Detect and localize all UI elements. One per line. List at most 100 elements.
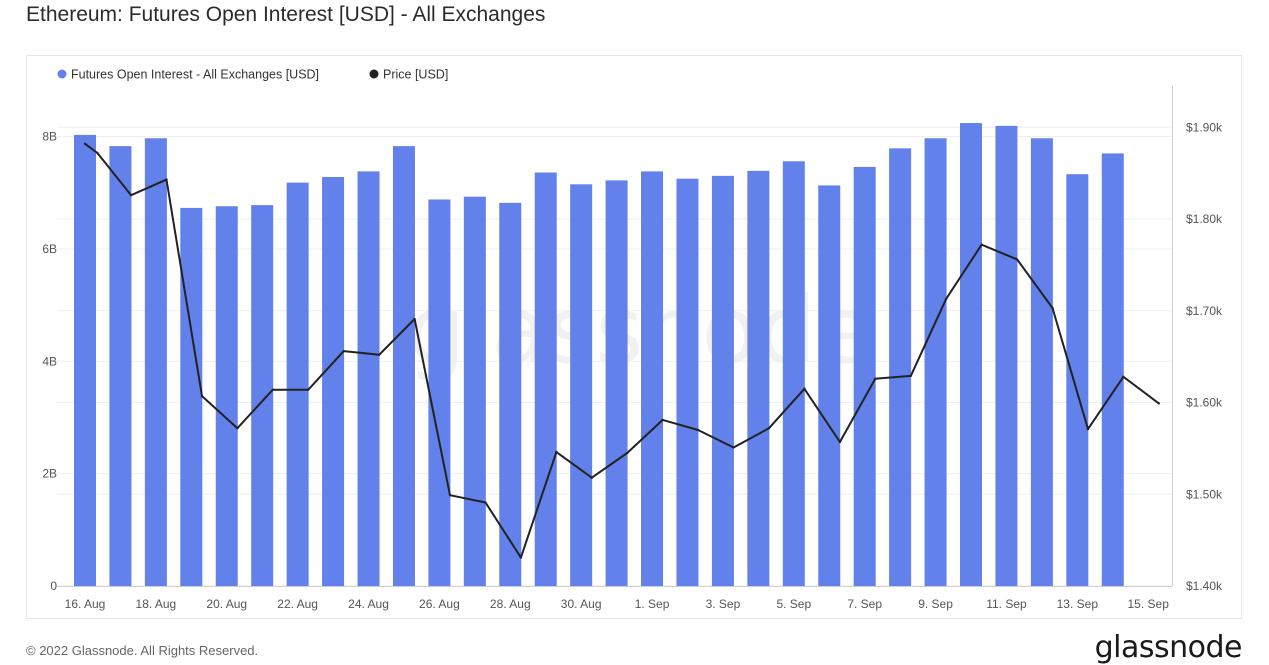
axes: 0 2B 4B 6B 8B $1.40k $1.50k $1.60k $1.70k $1.80k $…	[42, 86, 1223, 611]
price-point-5[interactable]	[236, 427, 239, 430]
price-point-25[interactable]	[944, 297, 948, 301]
y-left-tick-label: 2B	[42, 467, 57, 481]
bar-1[interactable]	[109, 146, 132, 586]
bar-15[interactable]	[605, 180, 628, 586]
price-point-17[interactable]	[661, 418, 664, 422]
bar-11[interactable]	[463, 196, 486, 586]
x-tick-label: 1. Sep	[635, 597, 670, 611]
bar-28[interactable]	[1066, 174, 1089, 586]
chart-title: Ethereum: Futures Open Interest [USD] - …	[26, 3, 546, 26]
legend[interactable]: Futures Open Interest - All Exchanges [U…	[57, 68, 449, 82]
bar-19[interactable]	[747, 170, 770, 586]
bar-18[interactable]	[711, 175, 734, 586]
x-tick-label: 16. Aug	[65, 597, 106, 611]
price-point-27[interactable]	[1015, 258, 1019, 261]
bar-29[interactable]	[1101, 153, 1124, 587]
y-right-tick-label: $1.90k	[1186, 120, 1223, 134]
price-point-28[interactable]	[1051, 306, 1054, 310]
bar-17[interactable]	[676, 178, 699, 586]
bar-3[interactable]	[180, 207, 203, 587]
bar-22[interactable]	[853, 166, 876, 587]
price-point-0[interactable]	[83, 142, 87, 145]
bar-2[interactable]	[144, 138, 167, 586]
price-point-7[interactable]	[307, 388, 310, 391]
legend-label-0: Futures Open Interest - All Exchanges [U…	[71, 68, 319, 82]
price-point-3[interactable]	[165, 178, 168, 181]
x-tick-label: 28. Aug	[490, 597, 531, 611]
legend-entry-0[interactable]: Futures Open Interest - All Exchanges [U…	[57, 68, 320, 82]
price-point-12[interactable]	[484, 501, 487, 504]
price-point-15[interactable]	[590, 476, 593, 479]
bar-8[interactable]	[357, 171, 380, 587]
price-point-4[interactable]	[200, 394, 204, 398]
y-left-tick-label: 8B	[42, 130, 57, 144]
bar-7[interactable]	[322, 177, 345, 586]
price-point-26[interactable]	[980, 243, 983, 246]
price-point-19[interactable]	[732, 446, 735, 449]
bar-14[interactable]	[570, 184, 593, 586]
x-tick-label: 3. Sep	[706, 597, 741, 611]
y-right-tick-label: $1.70k	[1186, 304, 1223, 318]
copyright-text: © 2022 Glassnode. All Rights Reserved.	[26, 643, 259, 658]
bar-25[interactable]	[960, 123, 982, 587]
bar-0[interactable]	[74, 134, 96, 586]
bar-21[interactable]	[818, 185, 841, 586]
price-point-2[interactable]	[129, 193, 133, 197]
price-point-30[interactable]	[1122, 375, 1125, 379]
x-tick-label: 9. Sep	[918, 597, 953, 611]
y-left-tick-label: 0	[50, 579, 57, 593]
y-right-tick-label: $1.50k	[1186, 487, 1223, 501]
bar-4[interactable]	[215, 206, 238, 586]
price-point-16[interactable]	[626, 451, 629, 455]
legend-dot-1	[369, 69, 379, 79]
price-point-21[interactable]	[803, 387, 806, 390]
price-point-31[interactable]	[1157, 402, 1161, 405]
price-point-29[interactable]	[1086, 427, 1090, 431]
glassnode-logo: glassnode	[1094, 630, 1243, 665]
price-line-series	[83, 142, 1161, 559]
price-point-6[interactable]	[271, 388, 275, 391]
x-tick-label: 5. Sep	[776, 597, 811, 611]
bar-9[interactable]	[392, 146, 415, 586]
x-tick-label: 18. Aug	[136, 597, 177, 611]
legend-entry-1[interactable]: Price [USD]	[369, 68, 449, 82]
bar-12[interactable]	[499, 202, 522, 586]
bar-6[interactable]	[286, 182, 309, 586]
x-tick-label: 20. Aug	[206, 597, 247, 611]
price-point-1[interactable]	[96, 151, 99, 155]
bar-27[interactable]	[1030, 138, 1053, 586]
x-tick-label: 30. Aug	[561, 597, 602, 611]
price-point-14[interactable]	[555, 450, 558, 454]
price-point-11[interactable]	[448, 493, 452, 497]
bar-10[interactable]	[428, 199, 451, 586]
price-point-10[interactable]	[413, 317, 416, 321]
chart-frame	[26, 55, 1242, 619]
price-point-20[interactable]	[767, 427, 771, 430]
bar-24[interactable]	[924, 138, 947, 586]
y-left-tick-label: 4B	[42, 354, 57, 368]
price-point-13[interactable]	[519, 556, 523, 559]
y-right-tick-label: $1.60k	[1186, 396, 1223, 410]
bar-23[interactable]	[889, 148, 912, 586]
price-line[interactable]	[84, 142, 1160, 559]
x-tick-label: 26. Aug	[419, 597, 460, 611]
x-tick-label: 15. Sep	[1128, 597, 1170, 611]
price-point-23[interactable]	[874, 377, 877, 380]
bar-20[interactable]	[782, 161, 805, 587]
bar-13[interactable]	[534, 172, 557, 587]
y-left-tick-label: 6B	[42, 242, 57, 256]
bar-series	[74, 123, 1124, 587]
x-tick-label: 11. Sep	[986, 597, 1027, 611]
price-point-9[interactable]	[377, 353, 381, 357]
price-point-22[interactable]	[838, 440, 842, 444]
bar-26[interactable]	[995, 125, 1018, 587]
x-tick-label: 24. Aug	[348, 597, 389, 611]
price-point-18[interactable]	[696, 428, 700, 432]
legend-dot-0	[57, 69, 67, 79]
price-point-8[interactable]	[342, 349, 345, 353]
y-right-tick-label: $1.80k	[1186, 212, 1223, 226]
bar-16[interactable]	[641, 171, 664, 587]
bar-5[interactable]	[251, 205, 274, 586]
price-point-24[interactable]	[909, 374, 912, 378]
